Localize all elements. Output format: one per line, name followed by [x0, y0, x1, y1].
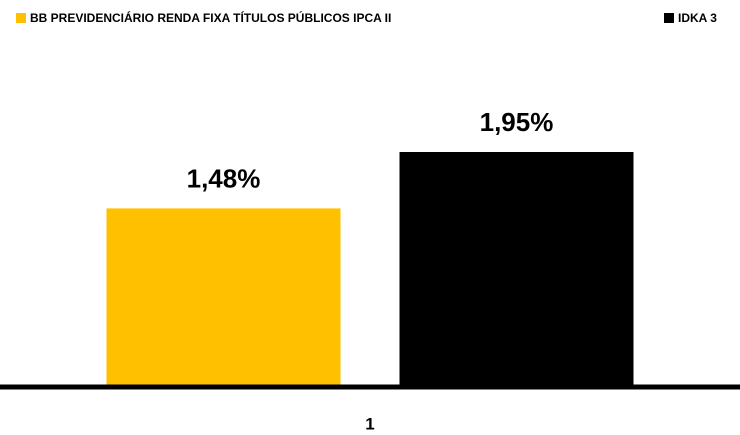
- bar: [399, 152, 634, 386]
- x-tick-label: 1: [365, 414, 374, 433]
- data-label: 1,48%: [187, 163, 261, 193]
- legend-label: IDKA 3: [678, 11, 717, 25]
- bar: [106, 208, 341, 386]
- legend-swatch: [16, 13, 26, 23]
- data-label: 1,95%: [480, 107, 554, 137]
- legend-swatch: [664, 13, 674, 23]
- legend-label: BB PREVIDENCIÁRIO RENDA FIXA TÍTULOS PÚB…: [30, 10, 391, 25]
